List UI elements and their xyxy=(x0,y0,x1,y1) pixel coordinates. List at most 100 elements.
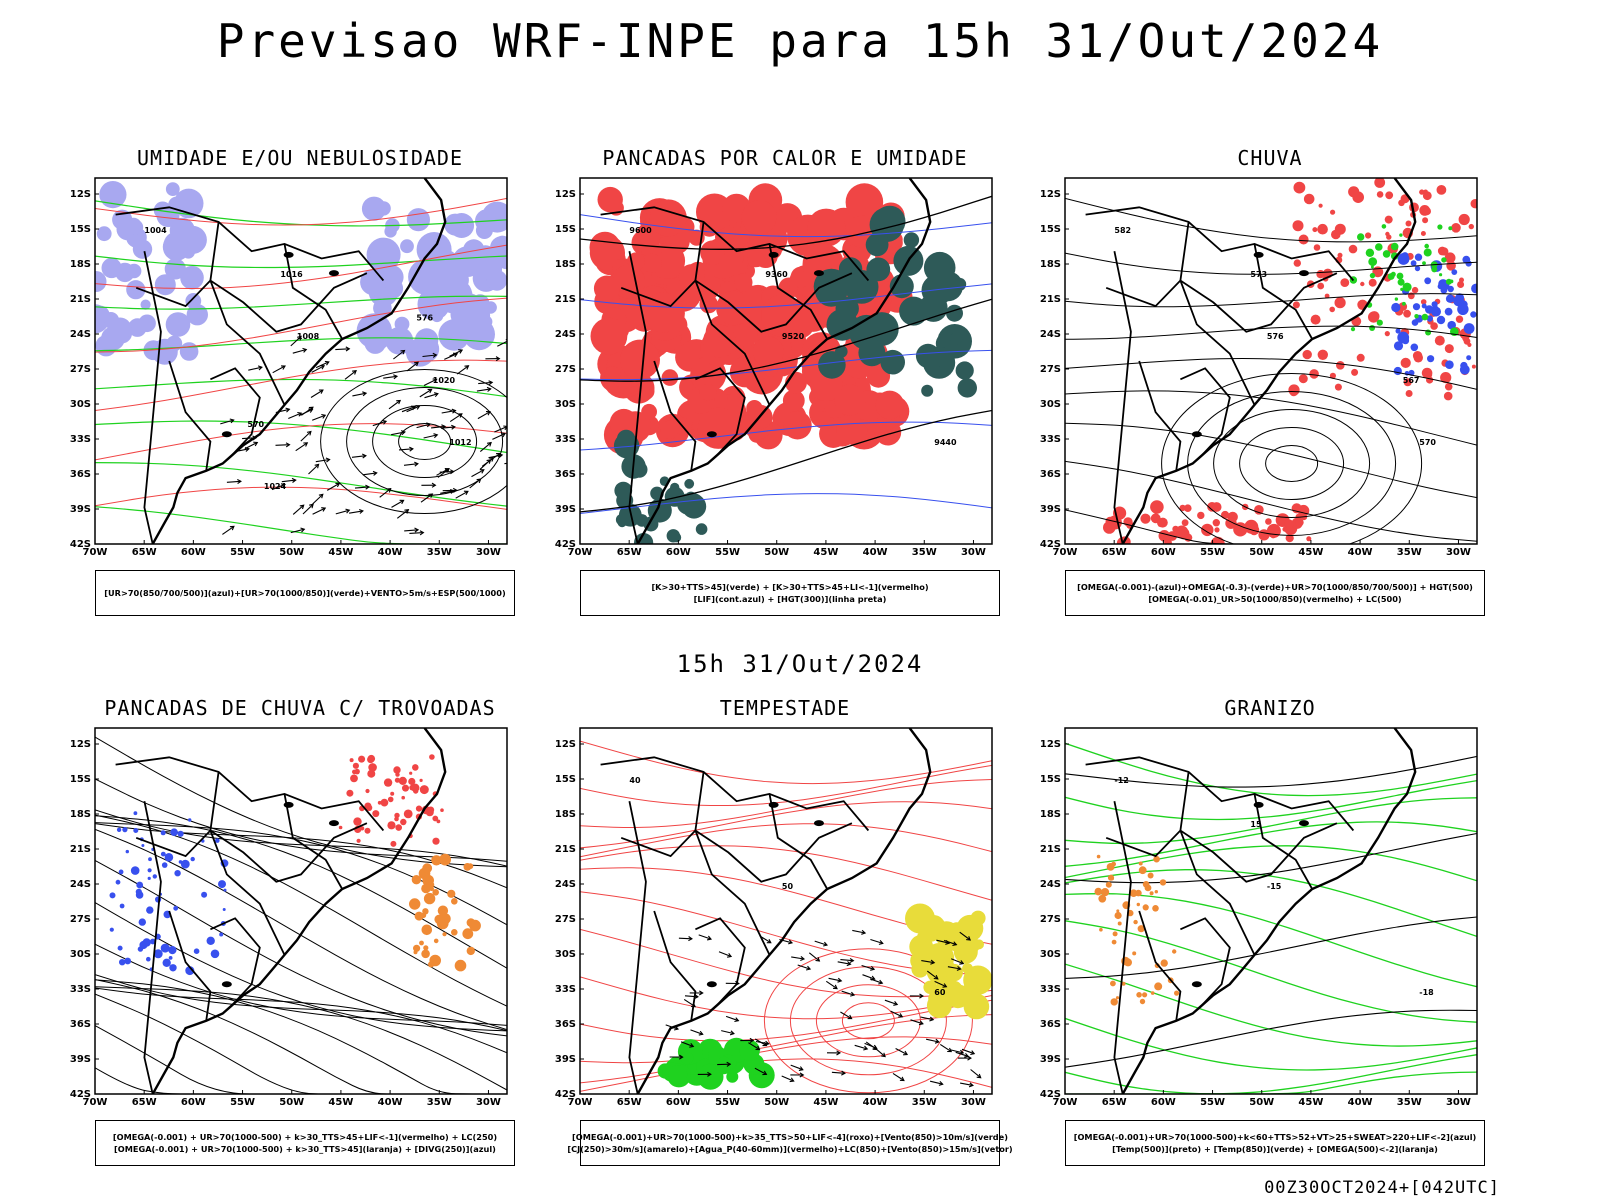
thunderstorm-area xyxy=(372,810,380,818)
rain-area xyxy=(1451,223,1461,233)
wind-vector xyxy=(399,499,405,505)
wind-vector xyxy=(314,463,320,469)
wind-vector xyxy=(478,381,493,385)
rain-area xyxy=(1175,525,1189,539)
lon-tick-label: 40W xyxy=(863,547,888,558)
wind-vector xyxy=(393,350,405,360)
wind-vector xyxy=(292,348,307,354)
wind-vector xyxy=(515,460,519,464)
wind-vector xyxy=(451,408,457,414)
humidity-low-contour xyxy=(95,462,507,507)
wind-vector xyxy=(306,430,312,436)
wind-vector xyxy=(939,1043,952,1053)
instability-area xyxy=(697,407,739,449)
contour-label: 9360 xyxy=(765,270,788,279)
wind-vector xyxy=(302,503,314,515)
rain-area xyxy=(1436,185,1447,195)
wind-vector xyxy=(257,365,263,371)
lon-tick-label: 60W xyxy=(1151,1097,1176,1108)
divergence-area xyxy=(147,868,152,873)
lat-tick-label: 33S xyxy=(1040,984,1061,995)
wind-vector xyxy=(406,361,419,372)
rain-area xyxy=(1331,229,1341,240)
wind-vector xyxy=(440,490,455,494)
lat-tick-label: 21S xyxy=(555,294,576,305)
streamline xyxy=(1065,252,1477,275)
omega-500-area xyxy=(1105,881,1112,888)
lat-tick-label: 24S xyxy=(1040,879,1061,890)
omega-strong-area xyxy=(1399,233,1403,237)
wind-vector xyxy=(976,1073,982,1079)
legend-box: [K>30+TTS>45](verde) + [K>30+TTS>45+LI<-… xyxy=(580,570,1000,616)
rain-area xyxy=(1298,234,1309,245)
omega-strong-area xyxy=(1375,243,1383,251)
divergence-area xyxy=(168,956,173,960)
omega-area xyxy=(1471,283,1477,294)
legend-line: [OMEGA(-0.001)-(azul)+OMEGA(-0.3)-(verde… xyxy=(1077,582,1473,592)
wind-vector xyxy=(427,388,433,394)
panel-granizo: GRANIZO -12 -15 -18 15 12S 15S 18S 21S 24S 27S 30S 3… xyxy=(1035,696,1505,1196)
omega-500-area xyxy=(1137,925,1145,933)
wind-vector xyxy=(680,1041,694,1048)
jet-stream-area xyxy=(909,934,934,959)
rain-area xyxy=(1210,536,1225,544)
humidity-high-area xyxy=(126,280,146,300)
humidity-high-area xyxy=(181,245,195,259)
coastline xyxy=(1121,728,1417,1094)
rain-area xyxy=(1293,259,1301,267)
map-frame xyxy=(94,727,508,1095)
lon-tick-label: 65W xyxy=(1102,547,1127,558)
border-line xyxy=(143,801,162,1094)
wind-vector xyxy=(310,389,324,398)
geopotential-contour xyxy=(1161,373,1423,544)
map-plot: 582 576 570 573 567 12S 15S 18S 21S 24S 27S 30S 33S 3… xyxy=(1040,177,1478,558)
wind-vector xyxy=(415,405,421,410)
thunderstorm-area xyxy=(398,776,407,785)
wind-vector xyxy=(936,939,950,944)
lat-tick-label: 21S xyxy=(1040,844,1061,855)
shower-area xyxy=(411,875,422,885)
contour-label: 576 xyxy=(1267,332,1284,341)
thunderstorm-area xyxy=(394,816,399,822)
instability-area xyxy=(734,273,753,292)
lat-tick-label: 18S xyxy=(70,259,91,270)
panel-title: PANCADAS POR CALOR E UMIDADE xyxy=(602,146,968,170)
shower-area xyxy=(451,929,458,936)
humidity-high-area xyxy=(457,299,491,332)
contour-label: -15 xyxy=(1267,882,1282,891)
divergence-area xyxy=(180,859,190,869)
instability-area xyxy=(783,411,812,440)
lat-tick-label: 33S xyxy=(70,984,91,995)
thunderstorm-area xyxy=(432,837,440,845)
omega-area xyxy=(1462,255,1471,264)
omega-500-area xyxy=(1121,981,1126,986)
wind-vector xyxy=(288,412,302,420)
wind-vector xyxy=(870,965,876,971)
instability-area xyxy=(642,253,662,273)
lon-tick-label: 50W xyxy=(1249,547,1274,558)
omega-strong-area xyxy=(1421,313,1429,321)
thunderstorm-area xyxy=(402,784,409,792)
wind-vector xyxy=(799,1072,805,1078)
wind-vector xyxy=(285,442,291,448)
lat-tick-label: 42S xyxy=(1040,1089,1061,1100)
omega-area xyxy=(1438,279,1448,289)
thunderstorm-area xyxy=(349,758,354,763)
instability-area xyxy=(782,389,805,412)
instability-area xyxy=(699,383,717,401)
wind-vector xyxy=(388,400,401,410)
humidity-high-area xyxy=(412,335,440,363)
divergence-area xyxy=(118,869,124,875)
wind-vector xyxy=(961,1048,975,1055)
omega-area xyxy=(1393,366,1402,376)
border-line xyxy=(1253,243,1313,340)
convective-area xyxy=(614,481,633,500)
convective-area xyxy=(826,308,859,341)
lon-tick-label: 30W xyxy=(961,547,986,558)
border-line xyxy=(1138,360,1182,471)
instability-area xyxy=(678,264,705,290)
wind-vector xyxy=(396,509,409,519)
omega-500-area xyxy=(1132,951,1137,956)
omega-500-area xyxy=(1152,905,1159,912)
humidity-high-area xyxy=(140,299,151,310)
